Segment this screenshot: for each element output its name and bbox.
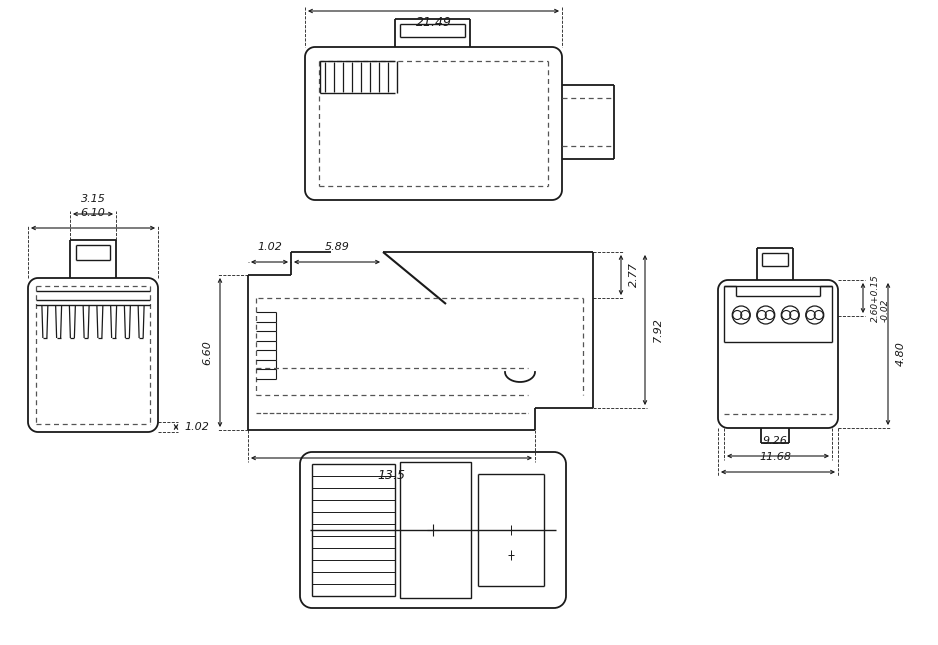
- Text: 11.68: 11.68: [759, 452, 791, 462]
- Text: 4.80: 4.80: [896, 342, 906, 366]
- Text: 6.10: 6.10: [81, 208, 105, 218]
- Text: 21.49: 21.49: [416, 15, 451, 28]
- Text: 1.02: 1.02: [257, 242, 282, 252]
- Bar: [400, 462, 471, 598]
- Text: 2.60+0.15
-0.02: 2.60+0.15 -0.02: [871, 274, 890, 322]
- Text: 9.26: 9.26: [763, 436, 787, 446]
- Text: 6.60: 6.60: [202, 340, 212, 365]
- Text: 3.15: 3.15: [81, 194, 105, 204]
- Text: 1.02: 1.02: [184, 422, 209, 432]
- Text: 13.5: 13.5: [377, 469, 405, 482]
- Text: 5.89: 5.89: [325, 242, 350, 252]
- Text: 2.77: 2.77: [629, 263, 639, 288]
- Text: 7.92: 7.92: [653, 317, 663, 342]
